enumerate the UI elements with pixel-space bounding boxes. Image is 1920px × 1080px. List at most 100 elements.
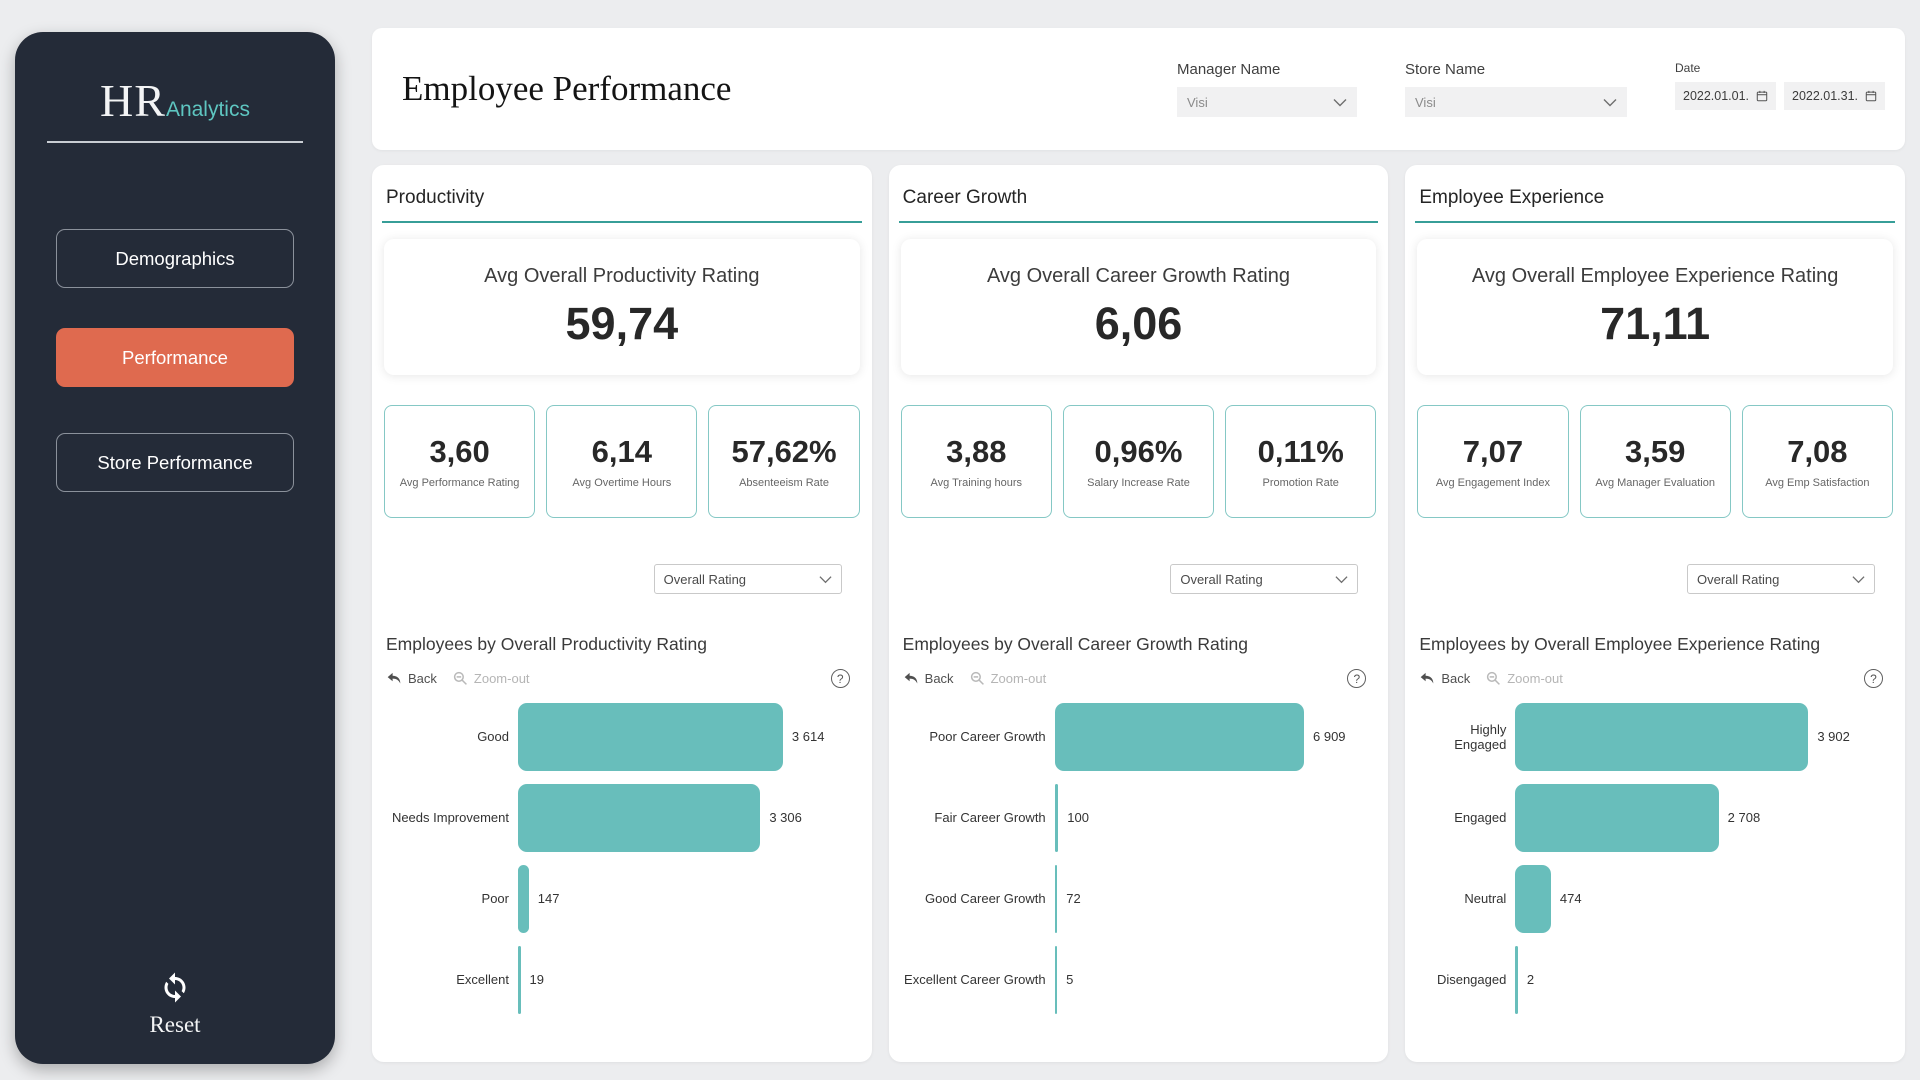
bar-area: 6 909 xyxy=(1054,702,1375,771)
kpi-card: Productivity Avg Overall Productivity Ra… xyxy=(372,165,872,1062)
sidebar: HR Analytics Demographics Performance Store… xyxy=(15,32,335,1064)
back-label: Back xyxy=(1441,671,1471,686)
bar[interactable] xyxy=(518,864,529,933)
store-filter: Store Name Visi xyxy=(1405,61,1627,117)
bar-row: Fair Career Growth 100 xyxy=(903,777,1375,858)
bar-value-label: 474 xyxy=(1559,891,1582,906)
rating-dropdown-value: Overall Rating xyxy=(1696,571,1780,587)
bar-row: Excellent Career Growth 5 xyxy=(903,939,1375,1020)
bar[interactable] xyxy=(1515,864,1551,933)
metric-box: 0,11% Promotion Rate xyxy=(1225,405,1377,518)
metric-value: 0,11% xyxy=(1257,434,1344,469)
reset-button[interactable]: Reset xyxy=(149,968,201,1038)
date-end-input[interactable]: 2022.01.31. xyxy=(1784,82,1885,110)
bar[interactable] xyxy=(518,783,761,852)
zoom-out-button[interactable]: Zoom-out xyxy=(1486,671,1563,686)
metric-value: 3,88 xyxy=(946,434,1007,469)
bar-value-label: 19 xyxy=(529,972,544,987)
help-icon[interactable]: ? xyxy=(1863,669,1883,688)
bar[interactable] xyxy=(518,702,783,771)
zoom-out-button[interactable]: Zoom-out xyxy=(453,671,530,686)
metric-box: 0,96% Salary Increase Rate xyxy=(1062,405,1215,518)
kpi-label: Avg Overall Employee Experience Rating xyxy=(1471,264,1839,287)
sidebar-item-demographics[interactable]: Demographics xyxy=(56,229,294,288)
chart-rows: Highly Engaged 3 902 Engaged 2 708 Neutr… xyxy=(1419,696,1891,1020)
metric-box: 3,60 Avg Performance Rating xyxy=(384,405,536,518)
bar-area: 2 708 xyxy=(1515,783,1891,852)
back-icon xyxy=(387,672,401,684)
bar[interactable] xyxy=(1054,783,1059,852)
bar-value-label: 3 614 xyxy=(791,729,825,744)
bar-category-label: Good xyxy=(477,729,509,744)
bar[interactable] xyxy=(1054,945,1058,1014)
bar-row: Excellent 19 xyxy=(386,939,858,1020)
metric-label: Absenteeism Rate xyxy=(739,477,829,489)
bar-value-label: 100 xyxy=(1067,810,1089,825)
sidebar-item-store-performance[interactable]: Store Performance xyxy=(56,433,294,492)
card-underline xyxy=(382,221,862,223)
date-start-input[interactable]: 2022.01.01. xyxy=(1675,82,1776,110)
zoom-out-label: Zoom-out xyxy=(1507,671,1563,686)
back-button[interactable]: Back xyxy=(903,671,954,686)
metric-box: 6,14 Avg Overtime Hours xyxy=(546,405,698,518)
back-button[interactable]: Back xyxy=(386,671,437,686)
cards-container: Productivity Avg Overall Productivity Ra… xyxy=(372,165,1905,1062)
bar-category-label: Poor xyxy=(481,891,509,906)
bar[interactable] xyxy=(518,945,521,1014)
help-icon[interactable]: ? xyxy=(1347,669,1367,688)
bar-category-label: Neutral xyxy=(1464,891,1507,906)
chevron-down-icon xyxy=(1335,575,1348,583)
zoom-out-button[interactable]: Zoom-out xyxy=(970,671,1047,686)
store-dropdown[interactable]: Visi xyxy=(1405,87,1627,117)
bar[interactable] xyxy=(1054,864,1058,933)
card-underline xyxy=(1415,221,1895,223)
manager-dropdown[interactable]: Visi xyxy=(1177,87,1357,117)
bar-area: 2 xyxy=(1515,945,1891,1014)
metric-value: 7,07 xyxy=(1462,434,1524,469)
rating-dropdown[interactable]: Overall Rating xyxy=(1170,564,1359,594)
store-filter-label: Store Name xyxy=(1405,61,1486,78)
metric-value: 3,60 xyxy=(429,434,490,469)
bar[interactable] xyxy=(1515,702,1809,771)
card-underline xyxy=(898,221,1379,223)
logo: HR Analytics xyxy=(100,74,250,127)
back-icon xyxy=(1421,672,1434,684)
bar-value-label: 2 708 xyxy=(1727,810,1761,825)
zoom-out-label: Zoom-out xyxy=(990,671,1047,686)
chart-toolbar: Back Zoom-out ? xyxy=(386,669,858,688)
kpi-value: 59,74 xyxy=(565,297,679,349)
zoom-out-icon xyxy=(970,671,984,685)
bar-row: Neutral 474 xyxy=(1419,858,1891,939)
bar[interactable] xyxy=(1515,945,1518,1014)
zoom-out-label: Zoom-out xyxy=(473,671,530,686)
bar[interactable] xyxy=(1515,783,1719,852)
bar-area: 3 614 xyxy=(518,702,858,771)
metric-box: 3,88 Avg Training hours xyxy=(900,405,1052,518)
help-icon[interactable]: ? xyxy=(830,669,850,688)
bar-value-label: 72 xyxy=(1066,891,1081,906)
bar-area: 3 902 xyxy=(1515,702,1891,771)
metric-box: 3,59 Avg Manager Evaluation xyxy=(1579,405,1731,518)
kpi-box: Avg Overall Productivity Rating 59,74 xyxy=(384,239,860,375)
metric-box: 7,08 Avg Emp Satisfaction xyxy=(1741,405,1893,518)
chart-title: Employees by Overall Career Growth Ratin… xyxy=(902,634,1248,654)
sidebar-item-performance[interactable]: Performance xyxy=(56,328,294,387)
chevron-down-icon xyxy=(819,575,832,583)
metrics-row: 3,88 Avg Training hours 0,96% Salary Inc… xyxy=(900,405,1377,518)
bar-chart: Employees by Overall Career Growth Ratin… xyxy=(899,634,1379,1062)
card-title: Employee Experience xyxy=(1419,187,1605,208)
metric-label: Avg Engagement Index xyxy=(1435,477,1551,489)
zoom-out-icon xyxy=(1487,671,1501,685)
chart-toolbar: Back Zoom-out ? xyxy=(903,669,1375,688)
bar-row: Good 3 614 xyxy=(386,696,858,777)
kpi-label: Avg Overall Career Growth Rating xyxy=(986,264,1291,287)
chevron-down-icon xyxy=(1603,98,1617,106)
rating-dropdown[interactable]: Overall Rating xyxy=(1686,564,1875,594)
bar-category-label: Disengaged xyxy=(1436,972,1507,987)
bar[interactable] xyxy=(1054,702,1304,771)
bar-category-label: Poor Career Growth xyxy=(929,729,1046,744)
chart-title: Employees by Overall Employee Experience… xyxy=(1419,634,1821,654)
bar-area: 72 xyxy=(1054,864,1375,933)
rating-dropdown[interactable]: Overall Rating xyxy=(653,564,842,594)
back-button[interactable]: Back xyxy=(1419,671,1470,686)
